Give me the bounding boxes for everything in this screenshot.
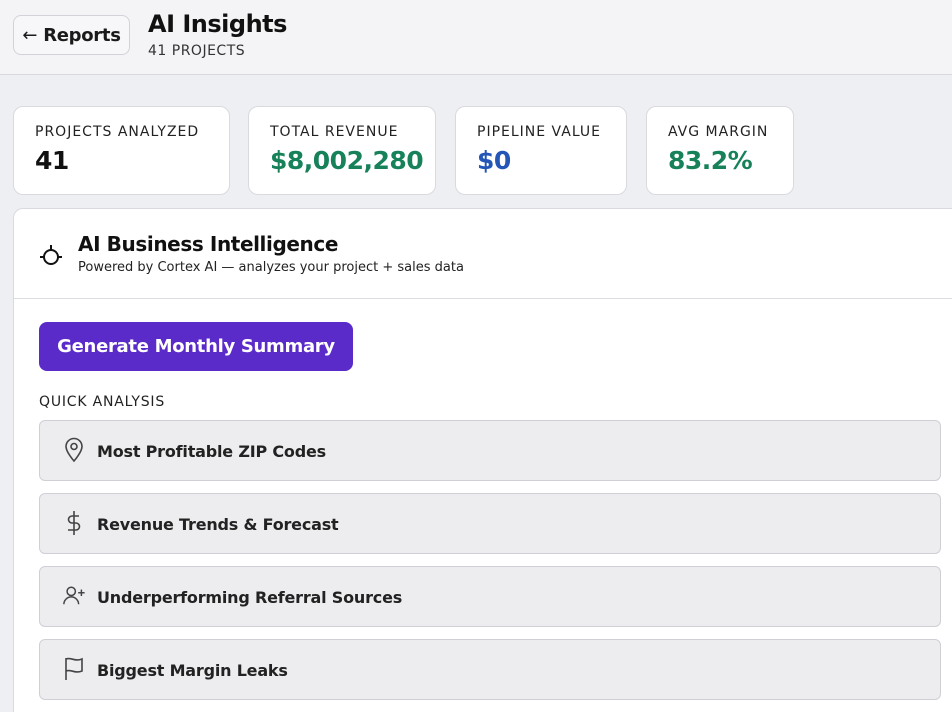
- page-subtitle: 41 PROJECTS: [148, 43, 246, 59]
- bot-icon: [40, 245, 62, 265]
- page-title: AI Insights: [148, 10, 287, 38]
- ai-panel: AI Business Intelligence Powered by Cort…: [13, 208, 952, 712]
- quick-item-label: Revenue Trends & Forecast: [97, 515, 339, 534]
- quick-item-margin-leaks[interactable]: Biggest Margin Leaks: [39, 639, 941, 700]
- arrow-left-icon: ←: [22, 24, 38, 46]
- quick-item-referral-sources[interactable]: Underperforming Referral Sources: [39, 566, 941, 627]
- stat-label: TOTAL REVENUE: [270, 124, 399, 140]
- stat-card-projects: PROJECTS ANALYZED 41: [13, 106, 230, 195]
- top-header: ← Reports AI Insights 41 PROJECTS: [0, 0, 952, 75]
- quick-item-label: Most Profitable ZIP Codes: [97, 442, 326, 461]
- stat-label: PROJECTS ANALYZED: [35, 124, 200, 140]
- stat-card-revenue: TOTAL REVENUE $8,002,280: [248, 106, 436, 195]
- stat-card-pipeline: PIPELINE VALUE $0: [455, 106, 627, 195]
- panel-title: AI Business Intelligence: [78, 232, 339, 256]
- quick-analysis-heading: QUICK ANALYSIS: [39, 394, 166, 410]
- dollar-icon: [67, 511, 81, 535]
- quick-item-label: Biggest Margin Leaks: [97, 661, 288, 680]
- back-button-label: Reports: [43, 24, 121, 46]
- stat-value: 83.2%: [668, 146, 753, 175]
- generate-monthly-summary-button[interactable]: Generate Monthly Summary: [39, 322, 353, 371]
- back-to-reports-button[interactable]: ← Reports: [13, 15, 130, 55]
- flag-icon: [65, 657, 83, 680]
- stat-value: 41: [35, 146, 69, 175]
- panel-subtitle: Powered by Cortex AI — analyzes your pro…: [78, 260, 464, 275]
- quick-item-revenue-trends[interactable]: Revenue Trends & Forecast: [39, 493, 941, 554]
- stat-label: AVG MARGIN: [668, 124, 769, 140]
- map-pin-icon: [65, 437, 83, 463]
- stat-value: $8,002,280: [270, 146, 424, 175]
- panel-header: AI Business Intelligence Powered by Cort…: [14, 209, 952, 299]
- stat-card-margin: AVG MARGIN 83.2%: [646, 106, 794, 195]
- quick-item-zip-codes[interactable]: Most Profitable ZIP Codes: [39, 420, 941, 481]
- user-plus-icon: [63, 586, 85, 605]
- stat-value: $0: [477, 146, 511, 175]
- stat-label: PIPELINE VALUE: [477, 124, 602, 140]
- quick-item-label: Underperforming Referral Sources: [97, 588, 403, 607]
